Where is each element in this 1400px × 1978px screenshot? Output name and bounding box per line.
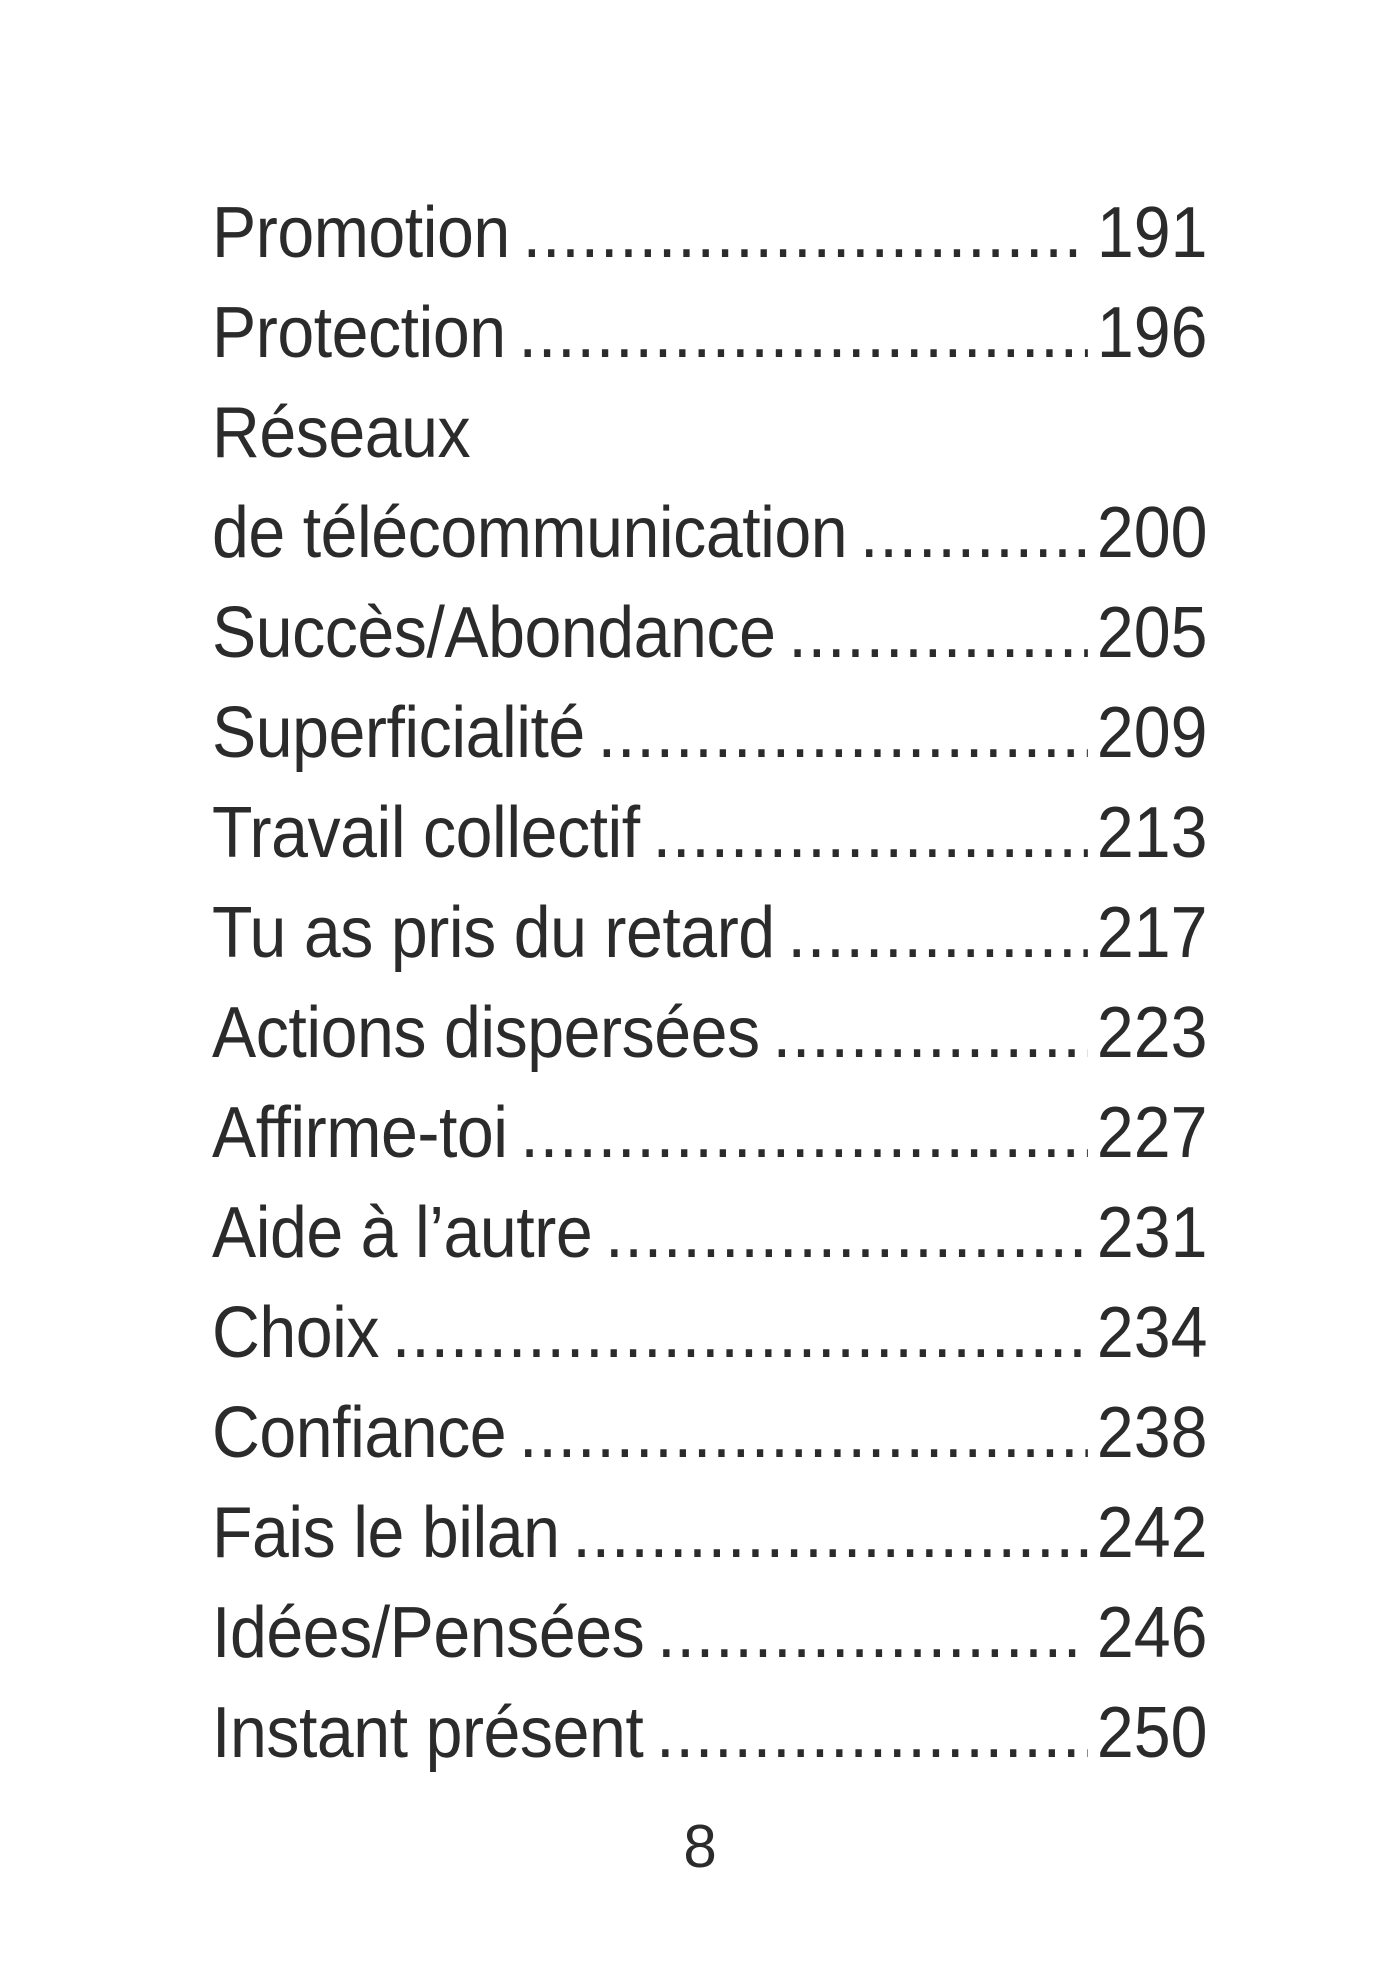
toc-leader-dots [788, 883, 1088, 983]
toc-leader-dots [605, 1183, 1088, 1283]
toc-entry: Aide à l’autre 231 [212, 1183, 1207, 1283]
toc-entry: Réseaux de télécommunication 200 [212, 383, 1207, 583]
toc-entry-title: Réseaux de télécommunication [212, 393, 848, 573]
toc-leader-dots [657, 1583, 1088, 1683]
toc-entry-page: 191 [1096, 193, 1208, 273]
toc-entry-title: Affirme-toi [212, 1093, 508, 1173]
toc-leader-dots [653, 783, 1088, 883]
toc-entry-title: Aide à l’autre [212, 1193, 593, 1273]
toc-entry-title: Superficialité [212, 693, 585, 773]
toc-entry-title: Succès/Abondance [212, 593, 776, 673]
toc-entry-page: 213 [1096, 793, 1208, 873]
toc-entry-title: Confiance [212, 1393, 507, 1473]
toc-leader-dots [788, 583, 1087, 683]
toc-leader-dots [860, 483, 1088, 583]
toc-entry-page: 246 [1096, 1593, 1208, 1673]
toc-leader-dots [598, 683, 1088, 783]
toc-leader-dots [392, 1283, 1088, 1383]
toc-entry-page: 217 [1096, 893, 1208, 973]
toc-entry-page: 238 [1096, 1393, 1208, 1473]
toc-entry: Superficialité 209 [212, 683, 1207, 783]
toc-entry-title: Instant présent [212, 1693, 644, 1773]
toc-entry-title: Travail collectif [212, 793, 640, 873]
toc-entry-page: 234 [1096, 1293, 1208, 1373]
toc-leader-dots [773, 983, 1088, 1083]
toc-entry: Promotion 191 [212, 183, 1207, 283]
toc-entry-page: 209 [1096, 693, 1208, 773]
toc-entry-title: Fais le bilan [212, 1493, 560, 1573]
toc-entry: Travail collectif 213 [212, 783, 1207, 883]
toc-entry-title: Tu as pris du retard [212, 893, 775, 973]
toc-entry-page: 205 [1096, 593, 1208, 673]
toc-entry: Actions dispersées 223 [212, 983, 1207, 1083]
toc-entry: Succès/Abondance 205 [212, 583, 1207, 683]
toc-entry: Affirme-toi 227 [212, 1083, 1207, 1183]
toc-entry-title: Idées/Pensées [212, 1593, 645, 1673]
toc-entry-page: 227 [1096, 1093, 1208, 1173]
toc-entry-page: 250 [1096, 1693, 1208, 1773]
toc-entry-page: 200 [1096, 493, 1208, 573]
toc-entry: Fais le bilan 242 [212, 1483, 1207, 1583]
toc-leader-dots [520, 1083, 1087, 1183]
toc-leader-dots [519, 1383, 1088, 1483]
toc-leader-dots [519, 283, 1088, 383]
toc-list: Promotion 191 Protection 196 Réseaux de télé… [212, 183, 1207, 1783]
toc-leader-dots [523, 183, 1088, 283]
toc-leader-dots [572, 1483, 1087, 1583]
toc-entry: Idées/Pensées 246 [212, 1583, 1207, 1683]
toc-entry: Instant présent 250 [212, 1683, 1207, 1783]
toc-entry-page: 223 [1096, 993, 1208, 1073]
toc-entry-title: Choix [212, 1293, 380, 1373]
toc-entry: Tu as pris du retard 217 [212, 883, 1207, 983]
toc-entry-page: 196 [1096, 293, 1208, 373]
toc-leader-dots [656, 1683, 1088, 1783]
toc-entry-title: Protection [212, 293, 506, 373]
toc-entry-title: Actions dispersées [212, 993, 760, 1073]
toc-entry-page: 231 [1096, 1193, 1208, 1273]
toc-entry-title: Promotion [212, 193, 510, 273]
toc-entry: Protection 196 [212, 283, 1207, 383]
toc-entry: Confiance 238 [212, 1383, 1207, 1483]
toc-entry: Choix 234 [212, 1283, 1207, 1383]
toc-entry-page: 242 [1096, 1493, 1208, 1573]
folio-page-number: 8 [683, 1813, 717, 1880]
